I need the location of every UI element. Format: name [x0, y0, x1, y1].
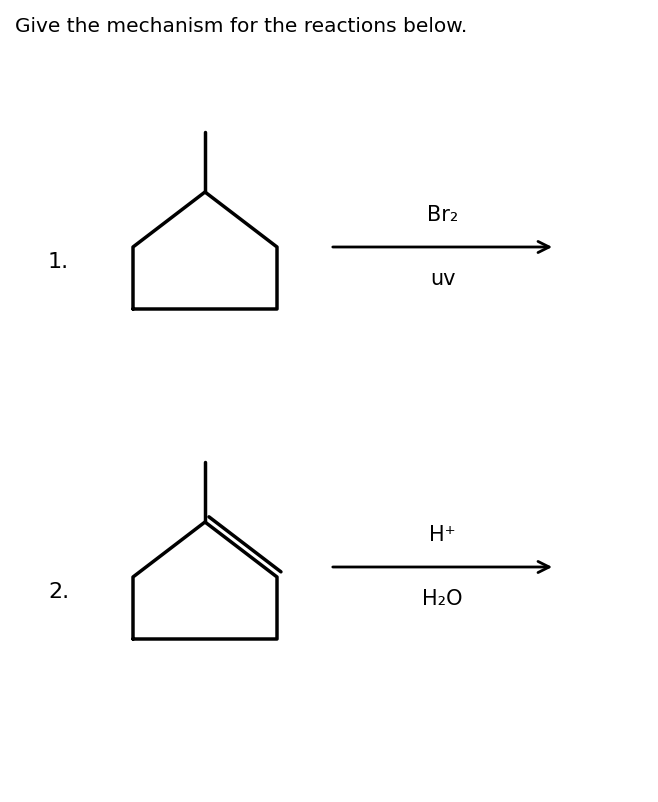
Text: 2.: 2. [48, 582, 69, 602]
Text: Br₂: Br₂ [427, 205, 458, 225]
Text: 1.: 1. [48, 252, 69, 272]
Text: H₂O: H₂O [422, 589, 463, 609]
Text: Give the mechanism for the reactions below.: Give the mechanism for the reactions bel… [15, 17, 467, 36]
Text: H⁺: H⁺ [429, 525, 456, 545]
Text: uv: uv [430, 269, 455, 289]
